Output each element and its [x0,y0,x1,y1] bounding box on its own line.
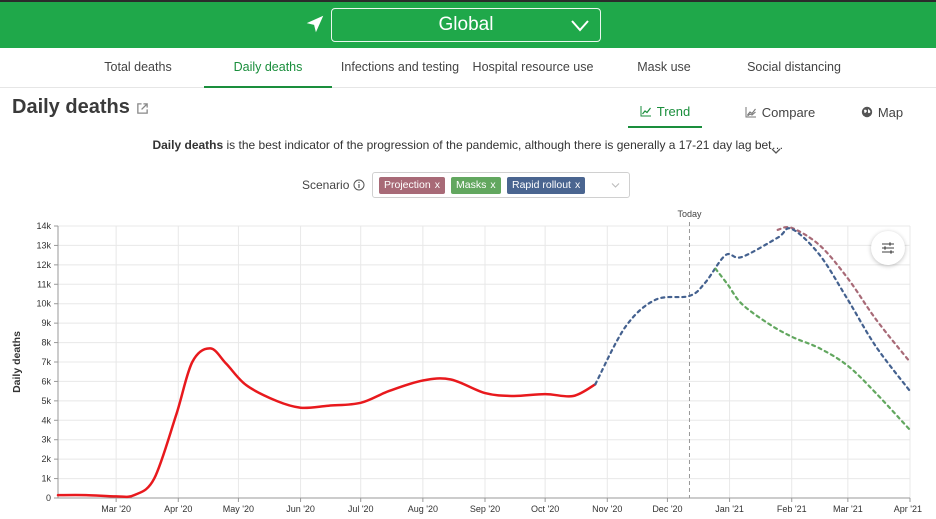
series-line-masks [714,267,912,432]
view-tab-map[interactable]: Map [852,96,912,128]
y-tick-label: 2k [41,454,51,464]
region-select[interactable]: Global [331,8,601,42]
scenario-label-text: Scenario [302,178,350,192]
y-tick-label: 14k [36,221,51,231]
tab-social-distancing[interactable]: Social distancing [734,48,854,88]
scenario-select[interactable]: Projection x Masks x Rapid rollout x [372,172,630,198]
tab-label: Total deaths [104,60,172,74]
y-tick-label: 1k [41,474,51,484]
y-tick-label: 11k [37,279,51,289]
page-title: Daily deaths [12,96,130,118]
description: Daily deaths is the best indicator of th… [0,138,936,152]
tab-daily-deaths[interactable]: Daily deaths [204,48,332,88]
y-tick-label: 5k [41,396,51,406]
description-text: is the best indicator of the progression… [223,138,784,152]
x-tick-label: Feb '21 [777,504,807,514]
top-bar: Global [0,0,936,48]
description-bold: Daily deaths [152,138,224,152]
expand-chevron-icon[interactable] [770,146,782,156]
x-tick-label: Apr '21 [894,504,922,514]
daily-deaths-chart: 0 1k 2k 3k 4k 5k 6k 7k 8k 9k 10k 11k 12k 13k 14k Mar '2… [11,209,922,514]
y-tick-label: 12k [36,260,51,270]
y-tick-label: 6k [41,376,51,386]
chip-remove-icon[interactable]: x [490,179,496,191]
x-tick-label: Mar '21 [833,504,863,514]
y-tick-label: 7k [41,357,51,367]
window-strip [0,0,936,2]
x-tick-label: Apr '20 [164,504,192,514]
y-axis-label: Daily deaths [11,331,23,393]
x-tick-label: Sep '20 [470,504,500,514]
tab-label: Mask use [637,60,691,74]
view-tab-label: Map [877,104,904,120]
external-link-icon[interactable] [136,102,149,115]
x-tick-label: Jan '21 [715,504,744,514]
chip-remove-icon[interactable]: x [574,179,581,191]
tab-total-deaths[interactable]: Total deaths [86,48,190,88]
chip-label: Projection [384,179,431,191]
sliders-icon [882,242,894,254]
y-tick-label: 3k [41,435,51,445]
tab-mask-use[interactable]: Mask use [620,48,708,88]
x-tick-label: Jul '20 [348,504,374,514]
tab-label: Infections and testing [340,60,460,74]
region-select-value: Global [438,14,494,35]
x-tick-label: May '20 [223,504,254,514]
y-tick-label: 13k [36,240,51,250]
chevron-down-icon [571,20,589,32]
x-tick-label: Aug '20 [408,504,438,514]
y-tick-label: 8k [41,338,51,348]
x-tick-label: Oct '20 [531,504,559,514]
location-arrow-icon[interactable] [304,13,326,35]
series-line-rapid-rollout [594,227,912,393]
tab-infections-and-testing[interactable]: Infections and testing [336,48,464,88]
view-tab-label: Trend [656,103,691,119]
x-tick-label: Mar '20 [101,504,131,514]
x-tick-label: Dec '20 [652,504,682,514]
chevron-down-icon [611,183,620,188]
trend-icon [640,106,651,117]
y-tick-label: 10k [36,299,51,309]
view-tab-label: Compare [761,104,816,120]
scenario-label: Scenario [302,178,365,192]
section-tabs: Total deaths Daily deaths Infections and… [0,48,936,88]
series-line-observed [56,347,597,499]
chip-label: Masks [456,179,487,191]
tab-label: Social distancing [747,60,841,74]
today-label: Today [677,209,702,219]
view-tab-trend[interactable]: Trend [628,96,702,128]
chip-label: Rapid rollout [512,179,571,191]
info-icon[interactable] [353,179,365,191]
compare-icon [745,107,756,118]
view-tab-compare[interactable]: Compare [740,96,820,128]
globe-icon [861,106,873,118]
y-tick-label: 4k [41,415,51,425]
y-tick-label: 0 [46,493,51,503]
scenario-chip-masks[interactable]: Masks x [451,177,501,194]
y-tick-label: 9k [41,318,51,328]
chart-settings-button[interactable] [871,231,905,265]
scenario-chip-projection[interactable]: Projection x [379,177,445,194]
tab-hospital-resource-use[interactable]: Hospital resource use [470,48,596,88]
tab-label: Hospital resource use [472,60,594,74]
tab-label: Daily deaths [233,60,303,74]
scenario-chip-rapid-rollout[interactable]: Rapid rollout x [507,177,586,194]
x-tick-label: Jun '20 [286,504,315,514]
chip-remove-icon[interactable]: x [434,179,440,191]
x-tick-label: Nov '20 [592,504,622,514]
